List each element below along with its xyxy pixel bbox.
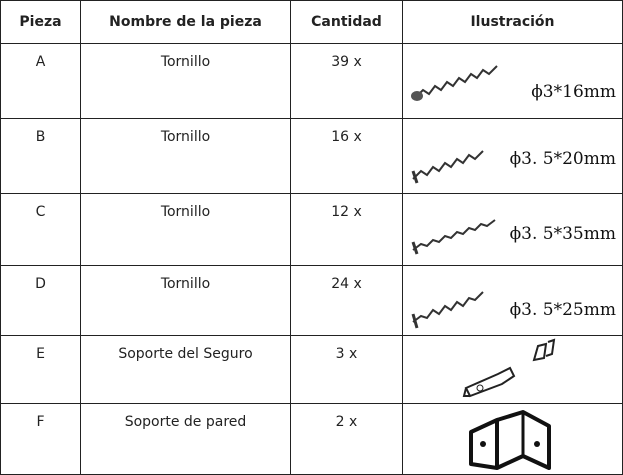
- dimension: ϕ3*16mm: [531, 82, 616, 102]
- illustration: ϕ3*16mm: [402, 43, 623, 119]
- cell: 24 x: [290, 265, 403, 336]
- cell: A: [0, 43, 81, 119]
- row: F Soporte de pared 2 x: [0, 403, 623, 475]
- cell: Tornillo: [80, 118, 291, 194]
- cell: C: [0, 193, 81, 266]
- cell: 39 x: [290, 43, 403, 119]
- cell: B: [0, 118, 81, 194]
- header-cell: Cantidad: [290, 0, 403, 44]
- cell: 2 x: [290, 403, 403, 475]
- cell: 16 x: [290, 118, 403, 194]
- cell: D: [0, 265, 81, 336]
- header-row: Pieza Nombre de la pieza Cantidad Ilustr…: [0, 0, 623, 44]
- row: E Soporte del Seguro 3 x: [0, 335, 623, 404]
- header-cell: Nombre de la pieza: [80, 0, 291, 44]
- cell: Soporte de pared: [80, 403, 291, 475]
- row: D Tornillo 24 x ϕ3. 5*25mm: [0, 265, 623, 336]
- screw-icon: [411, 291, 484, 329]
- header-cell: Ilustración: [402, 0, 623, 44]
- header-cell: Pieza: [0, 0, 81, 44]
- cell: Tornillo: [80, 265, 291, 336]
- screw-icon: [411, 219, 496, 255]
- cell: F: [0, 403, 81, 475]
- row: B Tornillo 16 x ϕ3. 5*20mm: [0, 118, 623, 194]
- cell: 3 x: [290, 335, 403, 404]
- illustration: ϕ3. 5*25mm: [402, 265, 623, 336]
- bracket-icon: [469, 410, 551, 470]
- cell: Tornillo: [80, 43, 291, 119]
- illustration: ϕ3. 5*20mm: [402, 118, 623, 194]
- illustration: ϕ3. 5*35mm: [402, 193, 623, 266]
- screw-icon: [411, 65, 498, 101]
- dimension: ϕ3. 5*35mm: [509, 224, 616, 244]
- row: A Tornillo 39 x ϕ3*16mm: [0, 43, 623, 119]
- bracket-icon: [462, 338, 556, 398]
- dimension: ϕ3. 5*20mm: [509, 149, 616, 169]
- dimension: ϕ3. 5*25mm: [509, 300, 616, 320]
- screw-icon: [411, 150, 484, 184]
- cell: Tornillo: [80, 193, 291, 266]
- illustration: [402, 335, 623, 404]
- cell: E: [0, 335, 81, 404]
- illustration: [402, 403, 623, 475]
- row: C Tornillo 12 x ϕ3. 5*35mm: [0, 193, 623, 266]
- cell: 12 x: [290, 193, 403, 266]
- cell: Soporte del Seguro: [80, 335, 291, 404]
